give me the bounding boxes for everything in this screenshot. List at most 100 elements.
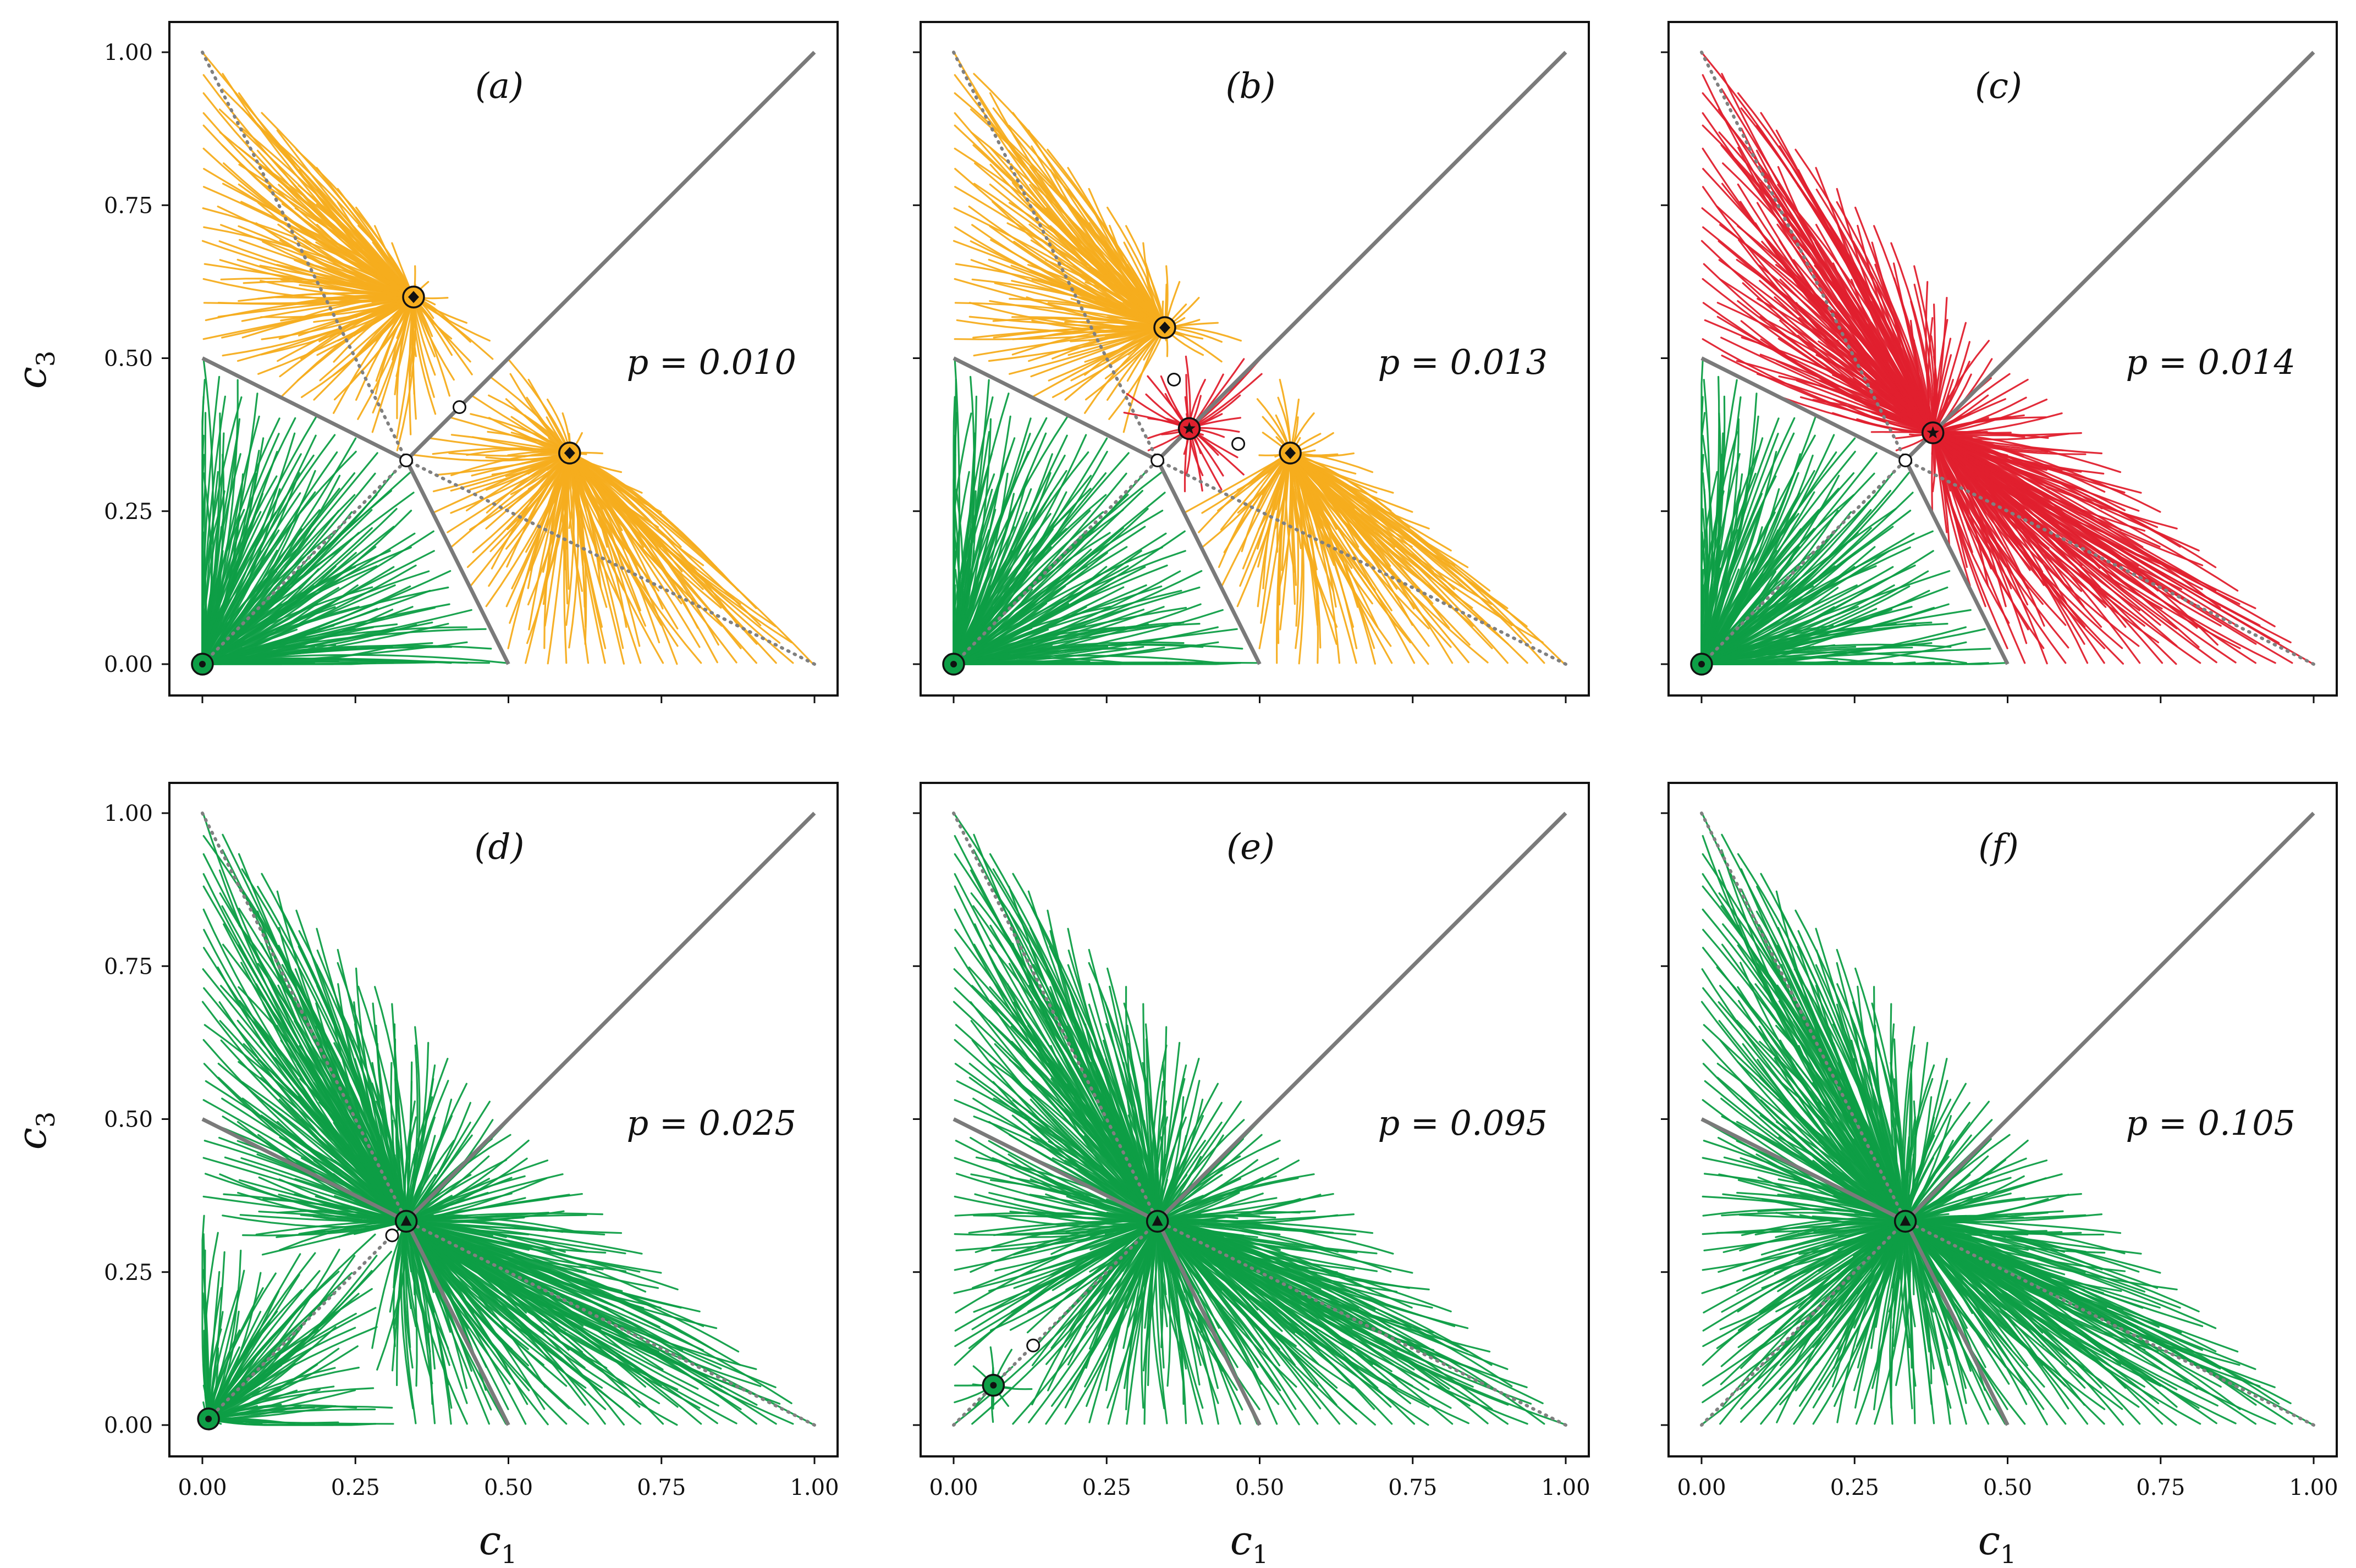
separatrix-line [1903,459,2010,665]
plot-area [942,51,1567,676]
marker-diamond [1159,321,1170,334]
x-tick-label: 1.00 [1541,1475,1590,1500]
plot-area [952,811,1567,1427]
trajectory [958,550,1186,661]
trajectory [1292,457,1430,630]
trajectory [1158,1227,1238,1391]
nullcline-dotted [1156,1219,1567,1427]
nullcline-dotted [1156,459,1567,666]
plot-area [1690,51,2315,676]
marker-dot [950,661,957,667]
y-tick-label: 0.50 [104,1107,153,1133]
trajectory [208,661,490,665]
marker-dot [990,1382,997,1389]
trajectory [1703,437,1856,659]
y-tick-label: 1.00 [104,40,153,65]
trajectory [1707,622,1948,663]
nullcline-dotted [1700,811,1907,1223]
panel-label: (d) [475,827,525,868]
trajectory [202,417,296,658]
nullcline-dotted [201,51,408,462]
trajectory [208,628,487,663]
separatrix-line [1700,1117,1907,1223]
marker-triangle [400,1215,412,1226]
x-tick-label: 0.75 [2136,1475,2185,1500]
trajectory [412,1222,740,1352]
trajectory [1937,435,2276,627]
trajectory [1293,456,1544,643]
trajectory [206,452,378,660]
chart-panel: 0.00 0.25 0.50 0.75 1.00 (e) p = 0.095 c1 [913,782,1590,1568]
x-tick-label: 0.75 [1388,1475,1437,1500]
trajectory [1162,1224,1528,1425]
separatrix-line [1155,1220,1262,1426]
trajectory [390,1062,405,1216]
trajectory [1936,436,2276,664]
chart-panel: 0.00 0.25 0.50 0.75 1.00 (a) p = 0.010 c3 [9,21,839,703]
unstable-fixed-point [399,453,414,467]
x-axis-title: c1 [479,1517,518,1568]
y-tick-label: 0.25 [104,1260,153,1285]
separatrix-line [404,1220,510,1426]
trajectory [203,415,318,659]
trajectory [205,451,338,660]
trajectory [1707,662,2006,665]
marker-diamond [408,291,419,303]
trajectory [1162,1224,1565,1425]
y-tick-label: 0.00 [104,652,153,677]
trajectory [203,1232,219,1413]
separatrix-line [404,459,510,665]
trajectory [953,393,1010,659]
x-tick-label: 1.00 [790,1475,839,1500]
trajectory [1702,417,1796,658]
x-tick-label: 0.50 [1235,1475,1284,1500]
nullcline-dotted [201,811,408,1223]
trajectory [573,457,792,643]
trajectory [573,457,794,664]
trajectory [1158,1227,1260,1410]
trajectory [959,586,1201,663]
trajectory [1164,1220,1392,1273]
trajectory [1161,1225,1469,1425]
nullcline-dotted [1904,459,2315,666]
marker-dot [205,1415,212,1422]
trajectory [1933,438,2010,624]
y-tick-label: 1.00 [104,801,153,826]
nullcline-dotted [405,1219,816,1427]
trajectory [569,459,622,605]
trajectory [573,456,777,664]
x-tick-label: 0.25 [1082,1475,1131,1500]
separatrix-line [1904,811,2315,1223]
trajectory [209,1272,277,1413]
trajectory [1295,457,1509,645]
trajectory [1909,1224,2276,1425]
y-tick-label: 0.75 [104,954,153,979]
separatrix-line [1156,51,1567,462]
nullcline-dotted [952,459,1159,666]
trajectory [211,1233,376,1415]
separatrix-line [1903,1220,2010,1426]
separatrix-line [953,1117,1159,1223]
trajectory [1701,450,1759,659]
parameter-label: p = 0.105 [2126,1103,2296,1143]
trajectory [1707,570,1951,662]
panel-label: (f) [1978,827,2019,868]
x-axis-title: c1 [1978,1517,2017,1568]
trajectory [409,1225,678,1426]
x-tick-label: 0.00 [1677,1475,1726,1500]
trajectory [207,586,449,662]
panel-label: (a) [475,66,524,107]
y-tick-label: 0.00 [104,1413,153,1438]
trajectory [1938,378,2029,431]
y-axis-title: c3 [9,1112,60,1150]
trajectory [1291,458,1412,644]
x-tick-label: 0.00 [178,1475,227,1500]
trajectory [1289,459,1338,628]
trajectory [1708,648,1991,665]
trajectory [1155,1080,1164,1215]
trajectory [202,417,280,658]
trajectory [572,458,723,627]
trajectory [1163,1173,1315,1219]
nullcline-dotted [1700,1219,1907,1427]
